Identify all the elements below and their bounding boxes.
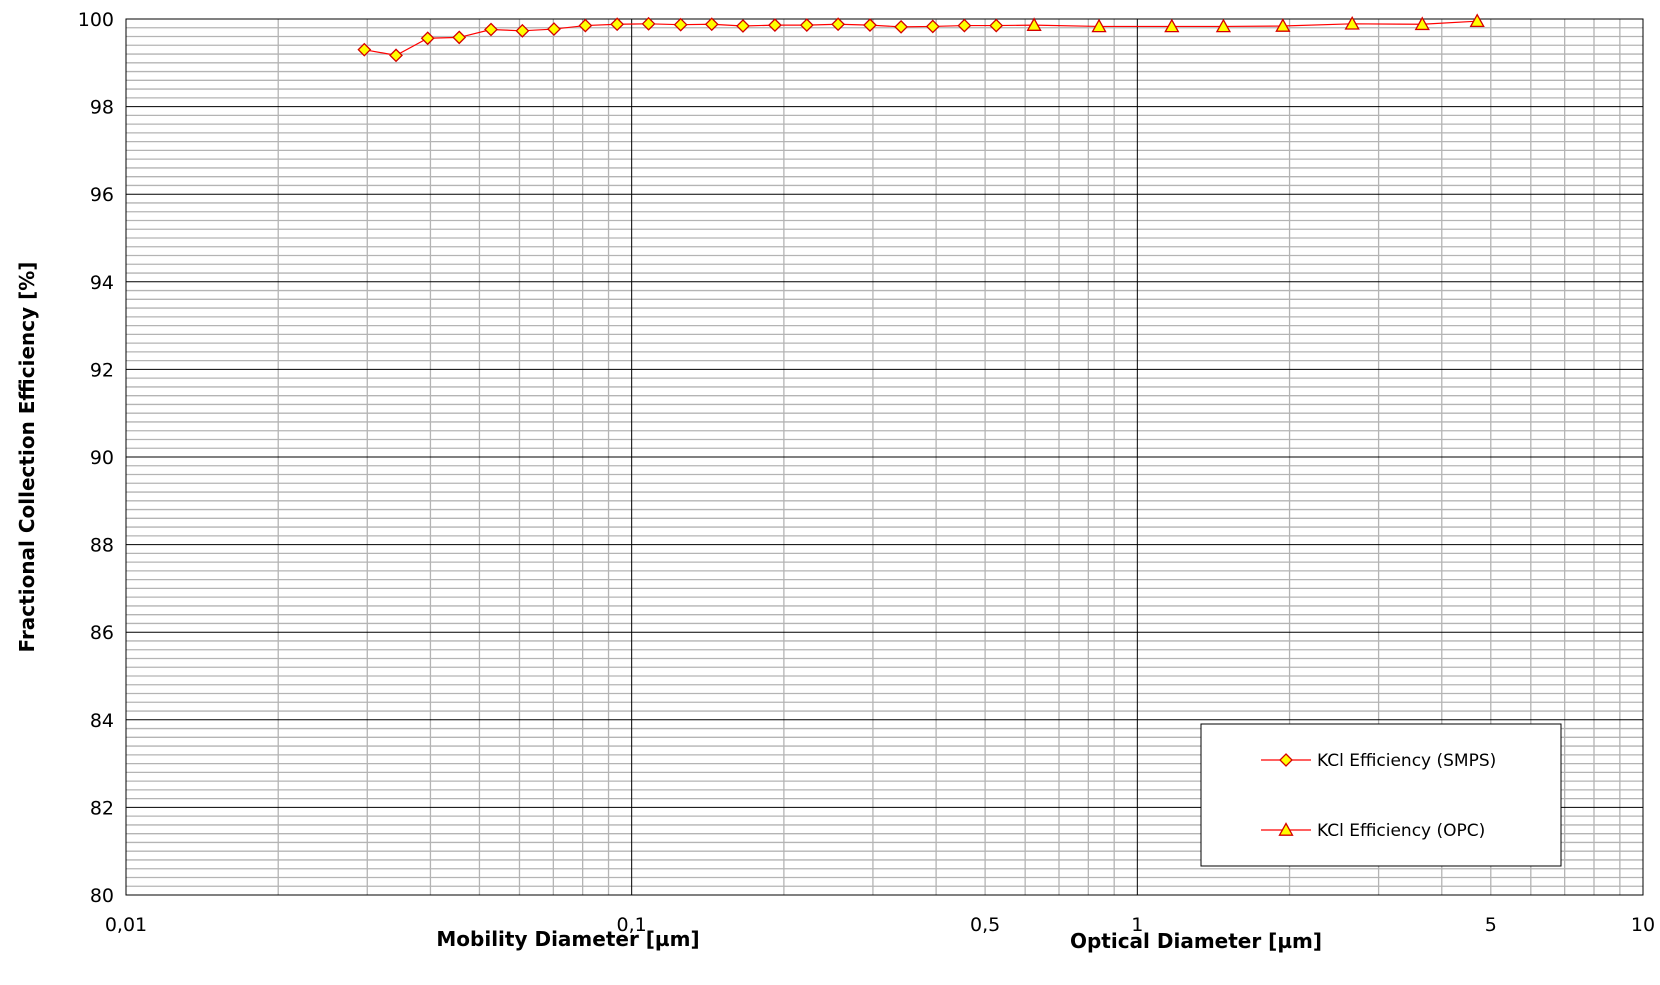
- x-tick-label: 0,1: [617, 914, 647, 936]
- data-point: [673, 17, 688, 32]
- series-markers: [357, 16, 1004, 63]
- y-tick-label: 94: [90, 272, 114, 294]
- x-axis-title-mobility: Mobility Diameter [µm]: [436, 927, 699, 951]
- data-point: [799, 18, 814, 33]
- x-axis-title-optical: Optical Diameter [µm]: [1070, 929, 1322, 953]
- data-point: [1091, 18, 1107, 33]
- data-point: [578, 18, 593, 33]
- data-point: [957, 18, 972, 33]
- legend-entry: KCl Efficiency (SMPS): [1261, 751, 1496, 771]
- series-line: [364, 20, 1478, 56]
- y-tick-label: 88: [90, 535, 114, 557]
- y-axis-tick-labels: 80 82 84 86 88 90 92 94 96 98 100: [78, 9, 114, 907]
- data-series: [357, 13, 1485, 63]
- data-point: [863, 18, 877, 33]
- y-tick-label: 98: [90, 97, 114, 119]
- data-point: [610, 17, 625, 32]
- data-point: [1164, 18, 1180, 33]
- data-point: [1414, 16, 1430, 31]
- series-markers: [1026, 13, 1485, 33]
- data-point: [704, 17, 719, 32]
- data-point: [484, 22, 498, 37]
- legend-box: [1200, 723, 1562, 867]
- y-tick-label: 86: [90, 622, 114, 644]
- data-point: [831, 17, 846, 32]
- x-tick-label: 5: [1485, 914, 1497, 936]
- x-tick-label: 10: [1631, 914, 1655, 936]
- data-point: [768, 18, 782, 33]
- legend-marker: [1278, 822, 1294, 836]
- x-tick-label: 0,5: [970, 914, 1000, 936]
- data-point: [894, 19, 908, 34]
- data-point: [515, 23, 530, 38]
- legend-entry: KCl Efficiency (OPC): [1261, 821, 1485, 841]
- data-point: [389, 48, 403, 63]
- legend: KCl Efficiency (SMPS) KCl Efficiency (OPC…: [1200, 723, 1562, 867]
- y-tick-label: 92: [90, 359, 114, 381]
- y-tick-label: 90: [90, 447, 114, 469]
- data-point: [925, 19, 940, 34]
- data-point: [357, 42, 372, 57]
- data-point: [452, 30, 467, 45]
- data-point: [1344, 15, 1360, 30]
- data-point: [1026, 17, 1042, 31]
- data-point: [1469, 13, 1485, 28]
- data-point: [641, 16, 656, 31]
- y-tick-label: 96: [90, 184, 114, 206]
- y-tick-label: 84: [90, 710, 114, 732]
- y-tick-label: 100: [78, 9, 114, 31]
- x-tick-label: 1: [1131, 914, 1143, 936]
- y-tick-label: 82: [90, 797, 114, 819]
- data-point: [736, 19, 750, 33]
- legend-label: KCl Efficiency (OPC): [1317, 821, 1485, 841]
- x-tick-label: 0,01: [105, 914, 147, 936]
- data-point: [547, 22, 561, 36]
- data-point: [1215, 18, 1232, 33]
- plot-area-border: [125, 18, 1644, 896]
- y-tick-label: 80: [90, 885, 114, 907]
- legend-label: KCl Efficiency (SMPS): [1317, 751, 1496, 771]
- legend-marker: [1279, 753, 1293, 767]
- data-point: [1275, 18, 1291, 32]
- y-axis-title: Fractional Collection Efficiency [%]: [15, 262, 39, 653]
- data-point: [420, 31, 435, 46]
- data-point: [989, 18, 1004, 33]
- x-axis-tick-labels: 0,01 0,1 0,5 1 5 10: [105, 914, 1655, 936]
